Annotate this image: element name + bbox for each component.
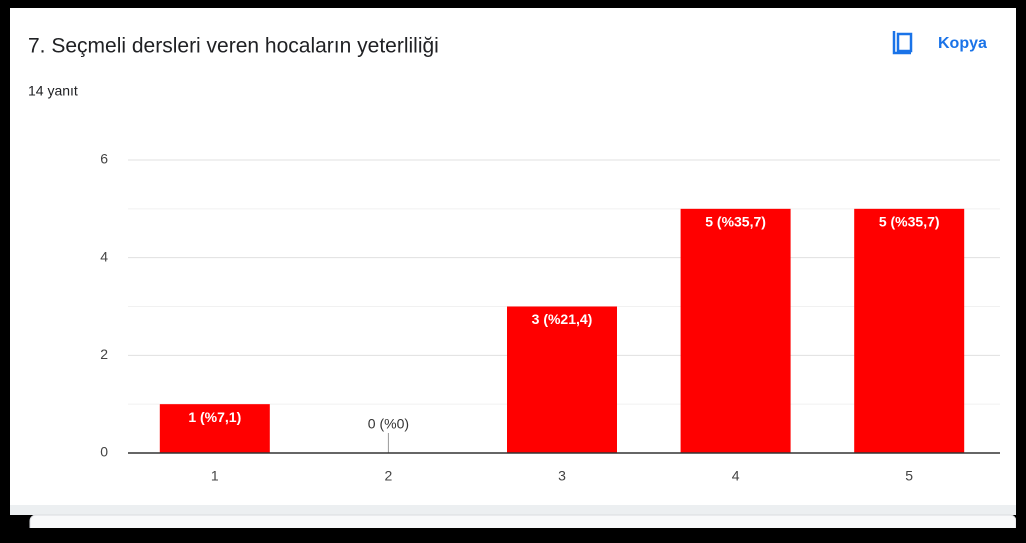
y-tick-label: 0 bbox=[100, 444, 108, 460]
copy-icon bbox=[896, 32, 913, 53]
bar bbox=[854, 208, 965, 453]
response-count: 14 yanıt bbox=[28, 83, 78, 99]
copy-button[interactable]: Kopya bbox=[892, 31, 987, 55]
copy-icon-back bbox=[892, 31, 911, 55]
bar-label: 5 (%35,7) bbox=[705, 214, 766, 230]
y-tick-label: 6 bbox=[100, 151, 108, 167]
bar-label: 1 (%7,1) bbox=[188, 409, 241, 425]
x-tick-label: 3 bbox=[558, 468, 566, 484]
bar-label: 3 (%21,4) bbox=[532, 311, 593, 327]
next-card bbox=[29, 514, 1016, 528]
x-tick-label: 5 bbox=[905, 468, 913, 484]
y-tick-label: 2 bbox=[100, 346, 108, 362]
question-title: 7. Seçmeli dersleri veren hocaların yete… bbox=[28, 35, 439, 58]
copy-label: Kopya bbox=[938, 35, 987, 52]
card: 7. Seçmeli dersleri veren hocaların yete… bbox=[10, 8, 1016, 528]
card-gap bbox=[10, 505, 1016, 515]
x-tick-label: 1 bbox=[211, 468, 219, 484]
bar bbox=[507, 306, 617, 453]
bar bbox=[159, 404, 270, 453]
y-tick-label: 4 bbox=[100, 248, 108, 264]
bar-label: 5 (%35,7) bbox=[879, 214, 940, 230]
x-tick-label: 2 bbox=[385, 468, 393, 484]
x-tick-label: 4 bbox=[732, 468, 740, 484]
bar bbox=[680, 208, 791, 453]
bar-label: 0 (%0) bbox=[368, 416, 409, 432]
